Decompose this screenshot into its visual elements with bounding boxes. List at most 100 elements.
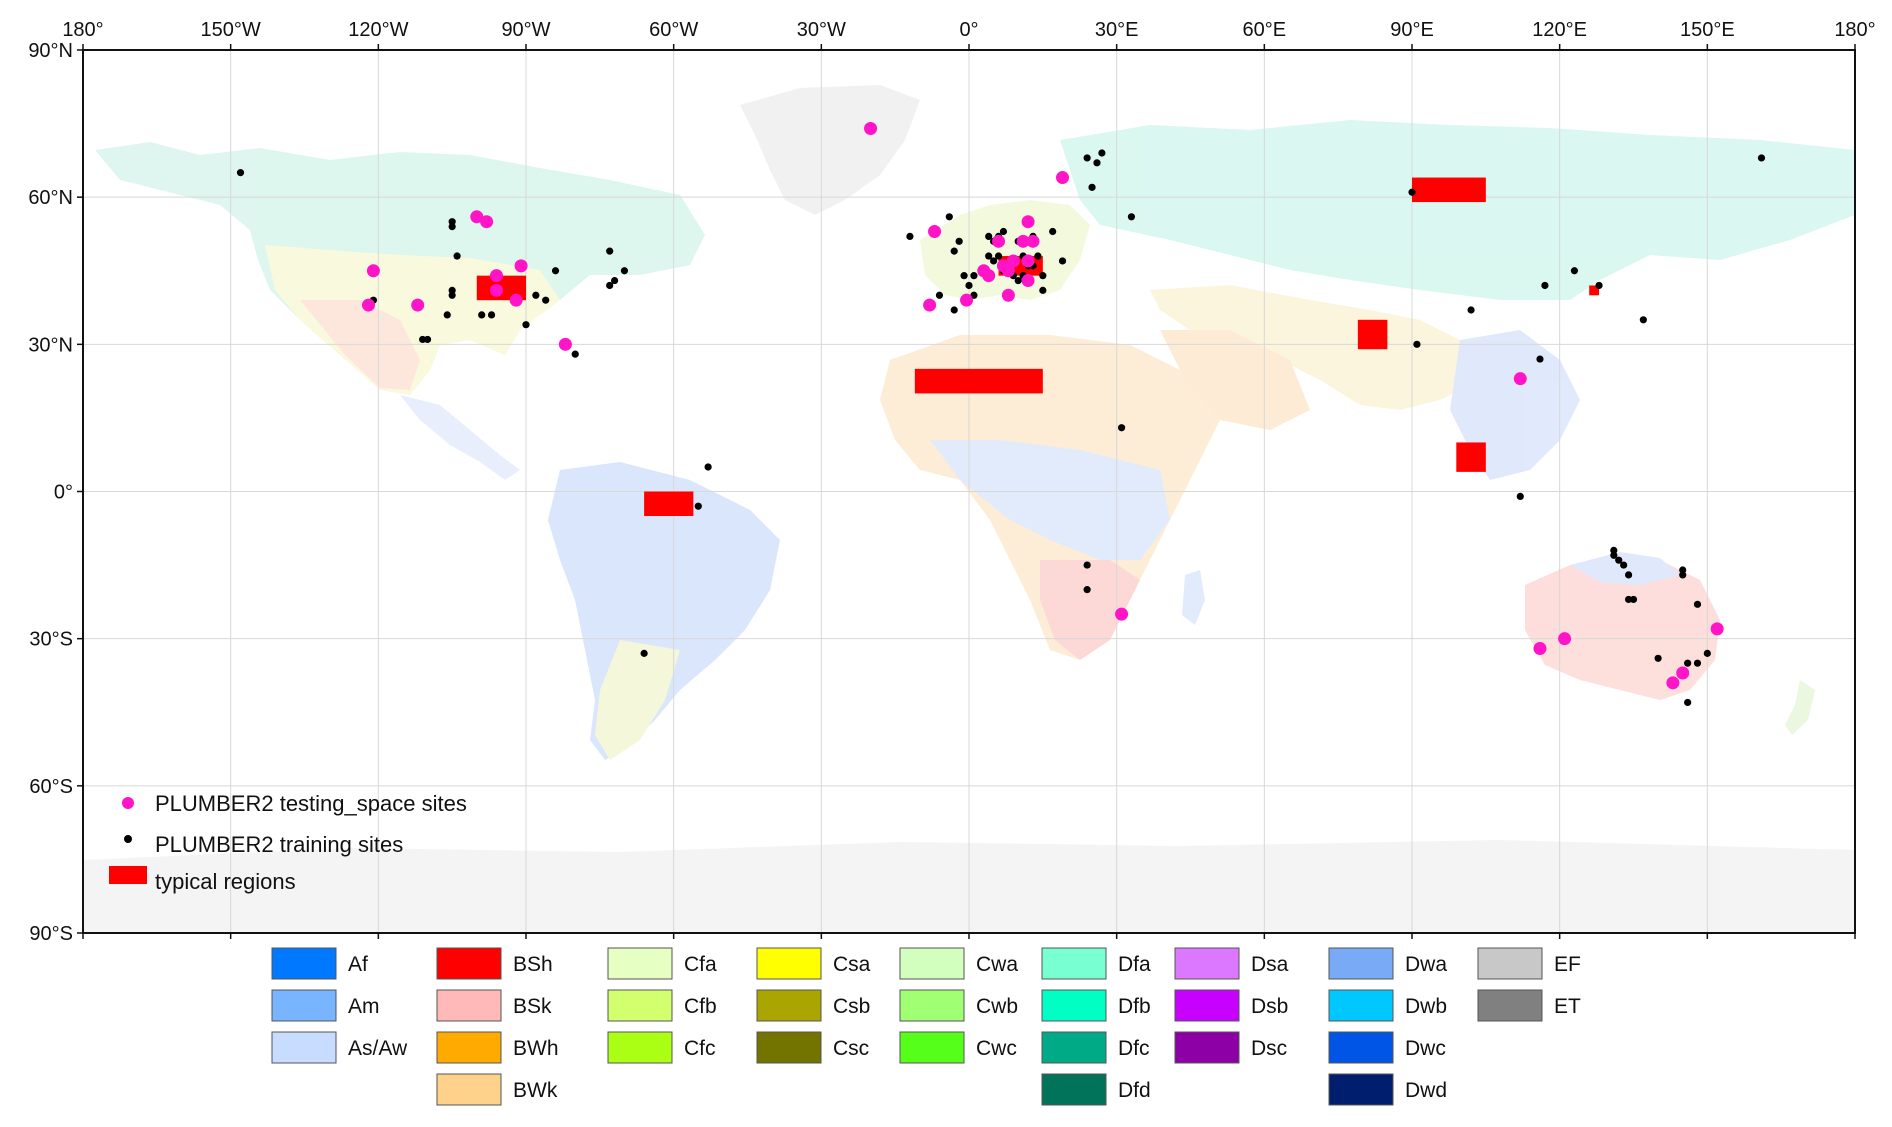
x-tick-label: 150°W: [201, 19, 261, 41]
training-site: [1093, 159, 1101, 167]
testing-site: [1016, 234, 1030, 248]
training-site: [1127, 213, 1136, 221]
koppen-label: Dsc: [1251, 1037, 1287, 1060]
koppen-swatch-cwc: [899, 1031, 965, 1064]
testing-site: [470, 210, 484, 224]
training-site: [1684, 659, 1692, 667]
koppen-swatch-cfa: [607, 947, 673, 980]
map-legend: PLUMBER2 testing_space sites PLUMBER2 tr…: [109, 791, 467, 894]
legend-region-label: typical regions: [155, 869, 296, 894]
x-tick-label: 30°W: [797, 19, 846, 41]
training-site: [448, 291, 456, 299]
training-site: [448, 218, 456, 226]
training-site: [950, 306, 958, 314]
training-site: [1467, 306, 1475, 314]
koppen-label: BSh: [513, 953, 553, 976]
training-site: [999, 227, 1008, 236]
koppen-label: Dwc: [1405, 1037, 1446, 1060]
koppen-label: Cfc: [684, 1037, 716, 1060]
training-site: [1615, 556, 1623, 564]
training-site: [1117, 424, 1126, 432]
training-site: [1610, 551, 1618, 559]
testing-site: [1115, 607, 1129, 621]
koppen-swatch-dfd: [1041, 1073, 1107, 1106]
koppen-label: Dfb: [1118, 995, 1151, 1018]
koppen-swatch-bsk: [436, 989, 502, 1022]
koppen-swatch-dsc: [1174, 1031, 1240, 1064]
y-tick-label: 90°N: [28, 40, 73, 62]
testing-site: [1026, 234, 1040, 248]
training-site: [1757, 154, 1766, 162]
testing-site: [1666, 676, 1680, 690]
testing-site: [992, 234, 1006, 248]
koppen-swatch-dwa: [1328, 947, 1394, 980]
koppen-label: Am: [348, 995, 380, 1018]
y-tick-label: 30°S: [29, 629, 73, 651]
training-site: [620, 267, 629, 275]
koppen-label: Cfb: [684, 995, 717, 1018]
legend-testing-label: PLUMBER2 testing_space sites: [155, 791, 467, 816]
testing-site: [1676, 666, 1690, 680]
typical-region: [1456, 442, 1486, 472]
land-asia: [1060, 120, 1855, 300]
koppen-label: Cfa: [684, 953, 717, 976]
training-site: [1624, 571, 1633, 579]
training-site: [1058, 257, 1067, 265]
koppen-label: As/Aw: [348, 1037, 408, 1060]
testing-site: [514, 259, 528, 273]
x-tick-label: 60°W: [649, 19, 698, 41]
testing-site: [928, 225, 942, 239]
training-site: [606, 247, 614, 255]
koppen-label: BSk: [513, 995, 552, 1018]
land-asia-south: [1150, 285, 1480, 410]
testing-site: [1533, 641, 1547, 655]
training-site: [1624, 595, 1633, 604]
testing-site: [1513, 372, 1527, 386]
koppen-label: Dwb: [1405, 995, 1447, 1018]
koppen-swatch-cfb: [607, 989, 673, 1022]
koppen-swatch-csc: [756, 1031, 822, 1064]
training-site: [1679, 571, 1687, 579]
training-site: [419, 335, 427, 344]
testing-site: [923, 298, 937, 312]
training-site: [1049, 227, 1057, 236]
training-site: [955, 237, 963, 245]
land-central-america: [400, 395, 520, 480]
testing-site: [1006, 254, 1020, 268]
land-madagascar: [1182, 570, 1205, 625]
testing-site: [480, 215, 494, 229]
training-site: [571, 350, 579, 358]
training-site: [1039, 272, 1047, 280]
testing-site: [960, 293, 974, 307]
koppen-label: Dsb: [1251, 995, 1288, 1018]
typical-region: [914, 368, 1043, 394]
land-arabia: [1160, 330, 1310, 430]
x-tick-label: 90°W: [501, 19, 550, 41]
koppen-label: Csc: [833, 1037, 869, 1060]
training-site: [1629, 595, 1638, 604]
land-new-zealand: [1785, 680, 1815, 735]
training-site: [935, 291, 944, 299]
testing-site: [1021, 254, 1035, 268]
training-site: [1595, 281, 1603, 290]
testing-site: [1056, 171, 1070, 185]
training-site: [960, 272, 968, 280]
y-tick-label: 30°N: [28, 334, 73, 356]
koppen-label: BWh: [513, 1037, 559, 1060]
axis-ticks: [77, 44, 1856, 939]
testing-site: [558, 337, 572, 351]
testing-site: [1021, 215, 1035, 229]
koppen-label: EF: [1554, 953, 1581, 976]
legend-region-marker: [109, 866, 147, 884]
training-site: [1098, 149, 1106, 157]
koppen-swatch-bsh: [436, 947, 502, 980]
training-site: [1639, 316, 1647, 324]
training-site: [1083, 561, 1091, 569]
training-site: [985, 232, 993, 241]
training-site: [990, 257, 998, 265]
typical-region: [644, 491, 694, 517]
training-site: [1039, 286, 1047, 294]
x-tick-label: 180°: [1834, 19, 1875, 41]
koppen-swatch-dwc: [1328, 1031, 1394, 1064]
